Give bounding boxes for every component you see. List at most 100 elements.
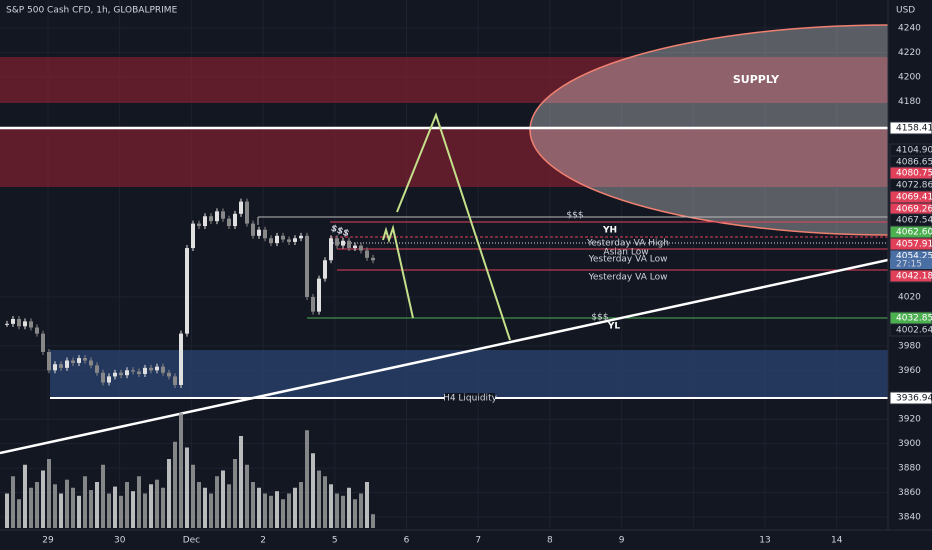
volume-bar (131, 491, 135, 528)
volume-bar (191, 464, 195, 528)
price-label: 4104.90 (896, 146, 932, 156)
candle (341, 240, 345, 246)
candle (95, 365, 99, 373)
candle (23, 321, 27, 327)
candle (197, 223, 201, 227)
volume-bar (71, 487, 75, 528)
volume-bar (23, 464, 27, 528)
label-bg (445, 393, 495, 403)
volume-bar (137, 476, 141, 528)
price-label: 4067.54 (896, 216, 932, 226)
candle (305, 235, 309, 297)
price-label-box (889, 323, 932, 337)
candle (365, 250, 369, 258)
projection (396, 112, 511, 341)
candle (191, 223, 195, 249)
volume-bar (29, 487, 33, 528)
price-label-box (889, 269, 932, 283)
volume-bar (305, 430, 309, 528)
candle (215, 211, 219, 222)
volume-bar (245, 464, 249, 528)
candle (143, 367, 147, 374)
volume-bar (287, 493, 291, 528)
volume-bar (239, 436, 243, 528)
y-tick-label: 4200 (898, 72, 921, 82)
candle (359, 245, 363, 251)
annotation: Yesterday VA Low (588, 255, 668, 265)
candle (107, 376, 111, 383)
candle (137, 371, 141, 374)
volume-bar (59, 493, 63, 528)
x-tick-label: 13 (759, 536, 770, 546)
volume-bar (185, 447, 189, 528)
candle (149, 367, 153, 371)
candle (251, 223, 255, 236)
volume-bar (53, 484, 57, 528)
volume-bar (155, 479, 159, 528)
candle (311, 296, 315, 312)
volume-bar (293, 487, 297, 528)
price-label: 4086.65 (896, 158, 932, 168)
candle (275, 235, 279, 244)
candle (113, 372, 117, 377)
volume-bar (101, 464, 105, 528)
candle (293, 238, 297, 242)
candle (83, 358, 87, 361)
volume-bar (119, 495, 123, 528)
y-tick-label: 3980 (898, 341, 921, 351)
supply-zone (0, 57, 888, 103)
candle (323, 260, 327, 279)
candle (89, 360, 93, 366)
x-tick-label: 6 (404, 536, 410, 546)
volume-bar (41, 470, 45, 528)
volume-bar (17, 499, 21, 528)
price-label: 4002.64 (896, 326, 932, 336)
volume-bar (227, 484, 231, 528)
volume-bar (275, 491, 279, 528)
volume-bar (47, 459, 51, 528)
volume-bar (113, 486, 117, 528)
volume-bar (65, 479, 69, 528)
y-tick-label: 3880 (898, 464, 921, 474)
y-tick-label: 3920 (898, 415, 921, 425)
x-tick-label: Dec (183, 536, 200, 546)
annotation: Asian Low (603, 248, 648, 258)
y-tick-label: 4180 (898, 97, 921, 107)
candle (101, 372, 105, 383)
volume-bar (263, 493, 267, 528)
volume-bar (89, 490, 93, 528)
candle (5, 323, 9, 325)
candle (47, 351, 51, 371)
volume-bar (167, 459, 171, 528)
x-tick-label: 8 (547, 536, 553, 546)
candle (347, 240, 351, 249)
price-label: 4072.86 (896, 181, 932, 191)
candle (239, 201, 243, 214)
volume-bar (257, 487, 261, 528)
volume-bar (215, 476, 219, 528)
x-tick-label: 9 (619, 536, 625, 546)
annotation: SUPPLY (733, 73, 780, 86)
x-tick-label: 14 (831, 536, 843, 546)
candle (317, 278, 321, 312)
volume-bar (11, 476, 15, 528)
countdown: 27:15 (896, 260, 922, 270)
volume-bar (161, 487, 165, 528)
volume-bar (317, 470, 321, 528)
price-label: 4080.75 (896, 169, 932, 179)
price-label: 4054.25 (896, 252, 932, 262)
countdown-box (890, 258, 932, 269)
candle (233, 213, 237, 227)
annotation: $$$ (591, 313, 608, 323)
volume-bar (323, 476, 327, 528)
candle (41, 333, 45, 352)
x-tick-label: 29 (42, 536, 54, 546)
candle (155, 366, 159, 371)
price-label: 4032.85 (896, 314, 932, 324)
volume-bar (209, 493, 213, 528)
volume-bar (299, 482, 303, 528)
annotation: Yesterday VA High (586, 239, 669, 249)
y-tick-label: 4240 (898, 24, 921, 34)
price-label: 4158.41 (896, 124, 932, 134)
